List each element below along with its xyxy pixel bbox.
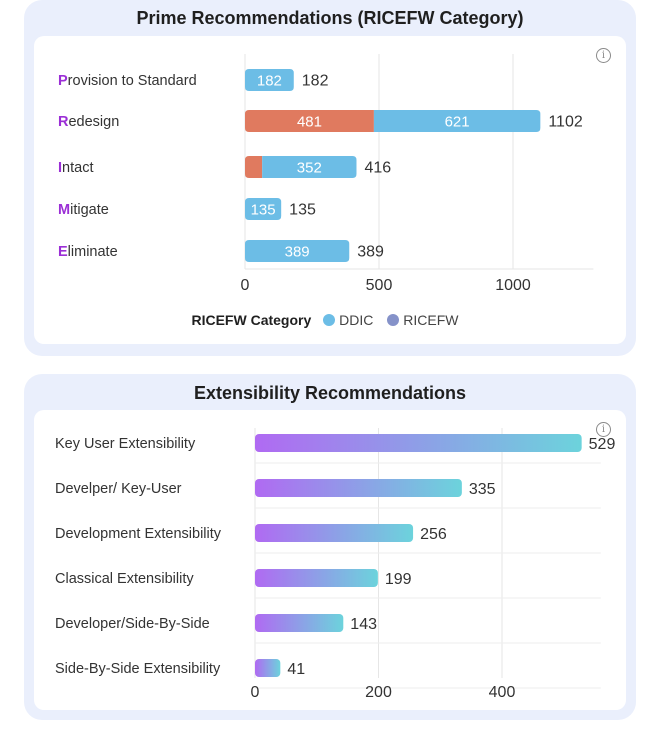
- legend-title: RICEFW Category: [191, 312, 312, 328]
- prime-recommendations-panel: Prime Recommendations (RICEFW Category) …: [24, 0, 636, 356]
- prime-chart-legend: RICEFW Category DDIC RICEFW: [34, 312, 626, 328]
- bar-value-label-ddic-eliminate: 389: [285, 244, 310, 261]
- bar-total-label-mitigate: 135: [289, 202, 316, 219]
- prime-recommendations-chart: 0 500 1000 Provision to Standard 182 182 Redes…: [58, 54, 594, 294]
- legend-ddic-marker[interactable]: [323, 314, 336, 326]
- category-label-intact: Intact: [58, 160, 93, 176]
- bar-value-label-ricefw-redesign: 481: [297, 114, 322, 131]
- info-circle-icon[interactable]: i: [596, 422, 611, 437]
- bar-side-by-side-extensibility: [255, 659, 281, 677]
- bar-ricefw-redesign: [245, 110, 374, 132]
- category-label-classical-extensibility: Classical Extensibility: [55, 571, 194, 587]
- bar-value-label-ddic-redesign: 621: [445, 114, 470, 131]
- prime-chart-card: i 0 500 1000 Provision to Standard 182 182 Red…: [34, 36, 626, 344]
- category-label-eliminate: Eliminate: [58, 244, 118, 260]
- bar-value-label-ddic-mitigate: 135: [251, 202, 276, 219]
- bar-value-label-classical-extensibility: 199: [385, 571, 412, 588]
- extensibility-chart-title: Extensibility Recommendations: [193, 383, 467, 403]
- category-label-provision-to-standard: Provision to Standard: [58, 73, 197, 89]
- bar-ricefw-intact: [245, 156, 263, 178]
- bar-value-label-developer-side-by-side: 143: [350, 616, 377, 633]
- legend-ricefw-marker[interactable]: [387, 314, 400, 326]
- bar-ddic-provision-to-standard: [245, 69, 294, 91]
- bar-value-label-ddic-intact: 352: [297, 160, 322, 177]
- bar-value-label-develper-key-user: 335: [469, 481, 496, 498]
- bar-total-label-eliminate: 389: [357, 244, 384, 261]
- info-circle-icon[interactable]: i: [596, 48, 611, 63]
- bar-classical-extensibility: [255, 569, 378, 587]
- category-label-redesign: Redesign: [58, 114, 119, 130]
- bar-develper-key-user: [255, 479, 462, 497]
- category-label-developer-side-by-side: Developer/Side-By-Side: [55, 616, 210, 632]
- bar-value-label-development-extensibility: 256: [420, 526, 447, 543]
- bar-total-label-redesign: 1102: [548, 114, 583, 131]
- x-tick-label-400: 400: [489, 684, 516, 701]
- x-tick-label-1000: 1000: [495, 277, 531, 294]
- bar-developer-side-by-side: [255, 614, 344, 632]
- bar-value-label-side-by-side-extensibility: 41: [287, 661, 305, 678]
- category-label-develper-key-user: Develper/ Key-User: [55, 481, 182, 497]
- bar-ddic-redesign: [373, 110, 541, 132]
- prime-chart-title: Prime Recommendations (RICEFW Category): [136, 8, 524, 28]
- legend-ricefw-label[interactable]: RICEFW: [403, 312, 459, 328]
- x-tick-label-200: 200: [365, 684, 392, 701]
- bar-total-label-intact: 416: [364, 160, 391, 177]
- bar-key-user-extensibility: [255, 434, 582, 452]
- legend-ddic-label[interactable]: DDIC: [339, 312, 374, 328]
- bar-value-label-key-user-extensibility: 529: [589, 436, 616, 453]
- category-label-development-extensibility: Development Extensibility: [55, 526, 222, 542]
- category-label-mitigate: Mitigate: [58, 202, 109, 218]
- extensibility-recommendations-panel: Extensibility Recommendations i 0 200 400 K…: [24, 374, 636, 720]
- x-tick-label-500: 500: [366, 277, 393, 294]
- bar-development-extensibility: [255, 524, 414, 542]
- extensibility-recommendations-chart: 0 200 400 Key User Extensibility 529 Develper…: [55, 428, 616, 701]
- bar-ddic-eliminate: [245, 240, 350, 262]
- bar-ddic-mitigate: [245, 198, 282, 220]
- category-label-side-by-side-extensibility: Side-By-Side Extensibility: [55, 661, 221, 677]
- x-tick-label-0: 0: [251, 684, 260, 701]
- bar-total-label-provision-to-standard: 182: [302, 73, 329, 90]
- bar-ddic-intact: [262, 156, 357, 178]
- x-tick-label-0: 0: [241, 277, 250, 294]
- bar-value-label-ddic-provision-to-standard: 182: [257, 73, 282, 90]
- category-label-key-user-extensibility: Key User Extensibility: [55, 436, 196, 452]
- extensibility-chart-card: i 0 200 400 Key User Extensibility 529 Develp…: [34, 410, 626, 710]
